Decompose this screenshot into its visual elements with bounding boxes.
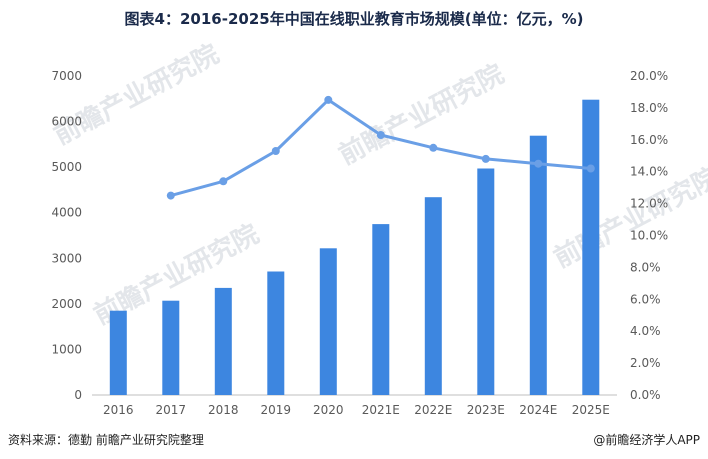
- watermark-text: 前瞻产业研究院: [49, 38, 224, 151]
- point-2020: [324, 95, 333, 104]
- bar-2024E: [529, 135, 547, 395]
- point-2021E: [376, 131, 385, 139]
- right-tick-label: 10.0%: [630, 229, 668, 243]
- left-tick-label: 1000: [51, 342, 82, 356]
- bar-2021E: [372, 224, 390, 395]
- point-2022E: [429, 143, 438, 152]
- x-tick-label: 2021E: [362, 403, 400, 417]
- x-tick-label: 2017: [156, 403, 187, 417]
- chart-title: 图表4：2016-2025年中国在线职业教育市场规模(单位：亿元，%): [124, 10, 584, 28]
- x-axis-ticks: 2016 2017 2018 2019 2020 2021E 2022E 2023E 2024E…: [103, 403, 610, 417]
- bar-2022E: [424, 197, 442, 395]
- bar-2018: [214, 287, 232, 395]
- watermark-text: 前瞻产业研究院: [334, 58, 509, 171]
- bar-2023E: [477, 168, 495, 395]
- left-tick-label: 7000: [51, 69, 82, 83]
- x-tick-label: 2020: [313, 403, 344, 417]
- right-tick-label: 20.0%: [630, 69, 668, 83]
- bar-2016: [109, 310, 127, 395]
- bar-2017: [162, 300, 180, 395]
- right-tick-label: 18.0%: [630, 101, 668, 115]
- right-tick-label: 6.0%: [630, 292, 661, 306]
- left-tick-label: 3000: [51, 251, 82, 265]
- left-axis-ticks: 0 1000 2000 3000 4000 5000 6000 7000: [51, 69, 82, 402]
- x-tick-label: 2022E: [414, 403, 452, 417]
- point-2024E: [534, 159, 543, 168]
- line-series: [166, 95, 595, 200]
- right-tick-label: 14.0%: [630, 165, 668, 179]
- left-tick-label: 5000: [51, 160, 82, 174]
- brand-credit: @前瞻经济学人APP: [593, 433, 700, 447]
- point-2023E: [481, 154, 490, 163]
- right-axis-ticks: 0.0% 2.0% 4.0% 6.0% 8.0% 10.0% 12.0% 14.0% 16.0%…: [630, 69, 668, 402]
- right-tick-label: 8.0%: [630, 260, 661, 274]
- left-tick-label: 4000: [51, 206, 82, 220]
- bar-2019: [267, 271, 285, 395]
- x-tick-label: 2025E: [572, 403, 610, 417]
- watermark-text: 前瞻产业研究院: [549, 161, 708, 274]
- point-2025E: [586, 164, 595, 173]
- bar-2025E: [582, 99, 600, 395]
- left-tick-label: 0: [74, 388, 82, 402]
- x-tick-label: 2016: [103, 403, 134, 417]
- source-note: 资料来源：德勤 前瞻产业研究院整理: [8, 433, 204, 447]
- right-tick-label: 0.0%: [630, 388, 661, 402]
- right-tick-label: 16.0%: [630, 133, 668, 147]
- x-tick-label: 2023E: [467, 403, 505, 417]
- bar-series: [109, 99, 600, 395]
- right-tick-label: 4.0%: [630, 324, 661, 338]
- x-tick-label: 2019: [261, 403, 292, 417]
- point-2018: [219, 177, 228, 186]
- left-tick-label: 6000: [51, 115, 82, 129]
- point-2019: [271, 147, 280, 155]
- right-tick-label: 12.0%: [630, 197, 668, 211]
- x-tick-label: 2024E: [519, 403, 557, 417]
- x-tick-label: 2018: [208, 403, 239, 417]
- right-tick-label: 2.0%: [630, 356, 661, 370]
- point-2017: [166, 191, 175, 200]
- left-tick-label: 2000: [51, 297, 82, 311]
- bar-2020: [319, 248, 337, 395]
